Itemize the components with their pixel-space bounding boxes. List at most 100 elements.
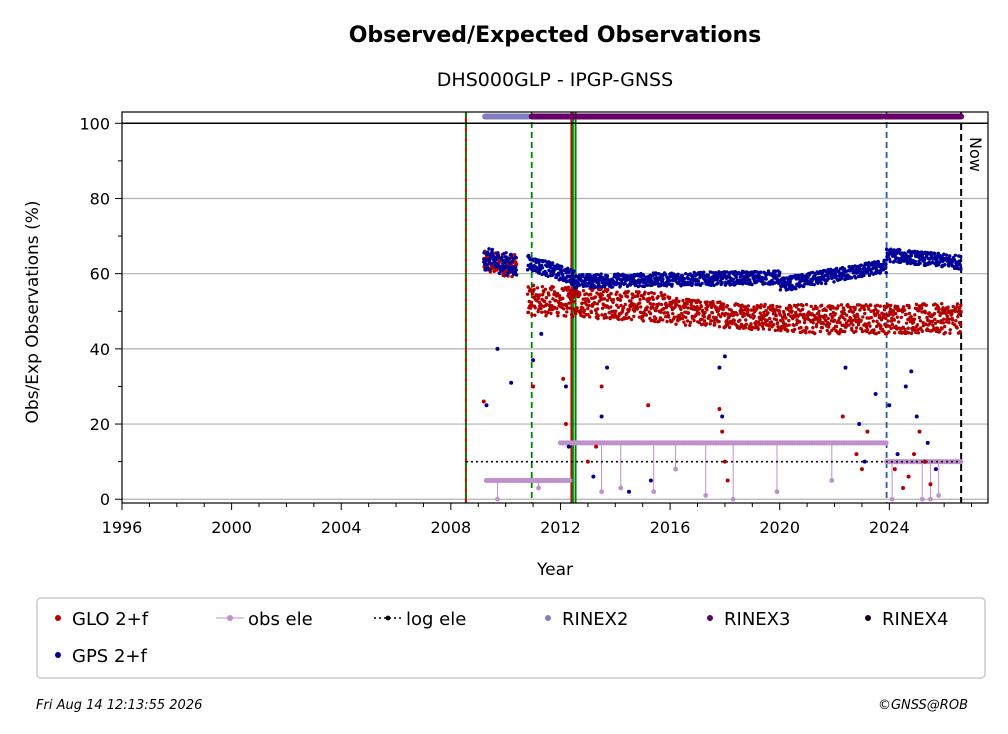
data-point	[703, 310, 707, 315]
data-point	[758, 270, 763, 274]
data-point	[740, 274, 744, 278]
data-point	[630, 296, 635, 300]
data-point	[674, 299, 679, 304]
data-point	[698, 275, 702, 280]
data-point	[761, 327, 766, 331]
data-point	[611, 297, 616, 302]
data-point	[789, 314, 793, 318]
y-tick-label: 20	[90, 415, 110, 434]
outlier-point	[720, 429, 725, 434]
data-point	[607, 295, 612, 300]
plot-area	[465, 113, 965, 502]
data-point	[763, 281, 767, 286]
data-point	[615, 290, 619, 294]
data-point	[778, 313, 782, 317]
y-tick-label: 40	[90, 340, 110, 359]
data-point	[737, 303, 741, 308]
outlier-point	[887, 403, 892, 408]
data-point	[642, 284, 647, 289]
data-point	[548, 300, 552, 304]
data-point	[859, 318, 863, 323]
data-point	[575, 306, 579, 310]
outlier-point	[843, 365, 848, 370]
outlier-point	[859, 467, 864, 472]
data-point	[943, 324, 947, 329]
data-point	[902, 308, 907, 312]
data-point	[832, 318, 837, 322]
x-tick-label: 2008	[431, 518, 472, 537]
data-point	[549, 287, 553, 292]
legend-item-obs-ele: obs ele	[216, 609, 313, 630]
data-point	[581, 289, 586, 293]
data-point	[958, 323, 963, 327]
outlier-point	[717, 407, 722, 412]
data-point	[794, 310, 798, 315]
data-point	[710, 311, 715, 315]
data-point	[649, 276, 653, 280]
data-point	[632, 309, 637, 313]
data-point	[731, 277, 736, 282]
data-point	[485, 263, 489, 267]
data-point	[859, 263, 863, 267]
data-point	[544, 314, 548, 318]
data-point	[692, 318, 696, 323]
outlier-point	[566, 444, 571, 449]
data-point	[857, 303, 862, 307]
data-point	[940, 302, 944, 306]
outlier-point	[906, 474, 911, 479]
data-point	[822, 322, 826, 326]
data-point	[543, 287, 548, 291]
data-point	[942, 317, 946, 321]
data-point	[907, 311, 912, 316]
x-axis-ticks: 1996 2000 2004 2008 2012 2016 2020 2024	[102, 503, 973, 537]
data-point	[552, 264, 556, 268]
data-point	[686, 306, 690, 310]
data-point	[824, 281, 828, 286]
data-point	[797, 320, 802, 324]
data-point	[886, 253, 891, 257]
data-point	[907, 306, 911, 310]
data-point	[629, 317, 634, 322]
data-point	[616, 305, 621, 310]
data-point	[623, 302, 627, 307]
data-point	[950, 318, 955, 322]
legend-label: RINEX3	[724, 609, 790, 630]
data-point	[824, 308, 829, 313]
data-point	[951, 304, 955, 309]
data-point	[540, 284, 545, 289]
legend-label: GLO 2+f	[72, 609, 149, 630]
data-point	[815, 322, 819, 326]
data-point	[686, 277, 691, 281]
data-point	[508, 256, 512, 261]
data-point	[482, 251, 486, 255]
data-point	[746, 304, 751, 308]
data-point	[529, 300, 534, 304]
data-point	[756, 320, 761, 324]
data-point	[512, 253, 517, 257]
data-point	[948, 331, 952, 336]
obs-ele-point	[703, 493, 709, 498]
data-point	[948, 328, 952, 332]
data-point	[688, 320, 693, 325]
legend-marker	[55, 652, 61, 658]
data-point	[825, 328, 829, 333]
outlier-point	[895, 452, 900, 457]
data-point	[651, 297, 655, 302]
data-point	[605, 274, 610, 278]
data-point	[871, 319, 876, 323]
outlier-point	[901, 485, 906, 490]
data-point	[756, 327, 760, 331]
data-point	[627, 307, 631, 312]
data-point	[648, 312, 653, 316]
data-point	[538, 293, 542, 297]
data-point	[569, 298, 574, 303]
data-point	[600, 306, 605, 310]
data-point	[869, 309, 873, 314]
data-point	[914, 302, 919, 306]
legend-label: log ele	[406, 609, 466, 630]
data-point	[719, 314, 723, 319]
obs-ele-point	[957, 459, 964, 465]
data-point	[561, 272, 565, 277]
data-point	[771, 323, 776, 327]
obs-ele-point	[774, 489, 780, 495]
